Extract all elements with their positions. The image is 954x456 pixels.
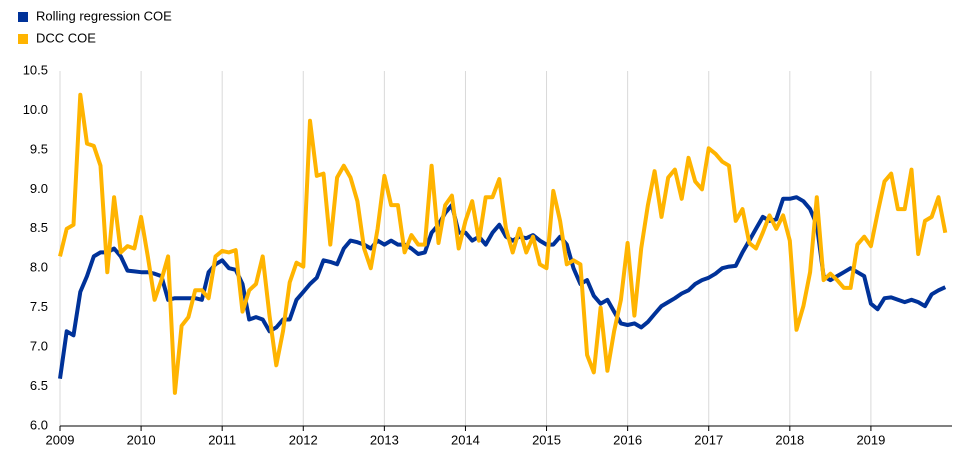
x-tick-label: 2014	[451, 432, 480, 447]
x-tick-label: 2015	[532, 432, 561, 447]
y-tick-label: 9.0	[30, 181, 48, 196]
series-line	[58, 92, 948, 395]
y-tick-label: 8.5	[30, 220, 48, 235]
series-line	[58, 195, 947, 379]
legend-swatch	[18, 34, 28, 44]
y-tick-label: 7.5	[30, 299, 48, 314]
x-tick-label: 2013	[370, 432, 399, 447]
y-tick-label: 6.5	[30, 378, 48, 393]
x-tick-label: 2010	[127, 432, 156, 447]
legend-swatch	[18, 12, 28, 22]
y-tick-label: 10.5	[23, 62, 48, 77]
y-tick-label: 9.5	[30, 141, 48, 156]
x-tick-label: 2016	[613, 432, 642, 447]
x-tick-label: 2017	[694, 432, 723, 447]
x-tick-label: 2009	[46, 432, 75, 447]
y-tick-label: 7.0	[30, 339, 48, 354]
y-tick-label: 8.0	[30, 260, 48, 275]
y-tick-label: 10.0	[23, 102, 48, 117]
x-tick-label: 2011	[208, 432, 236, 447]
legend-label: Rolling regression COE	[36, 8, 172, 23]
y-tick-label: 6.0	[30, 417, 48, 432]
x-tick-label: 2018	[775, 432, 804, 447]
legend-label: DCC COE	[36, 30, 96, 45]
x-tick-label: 2012	[289, 432, 318, 447]
x-tick-label: 2019	[856, 432, 885, 447]
